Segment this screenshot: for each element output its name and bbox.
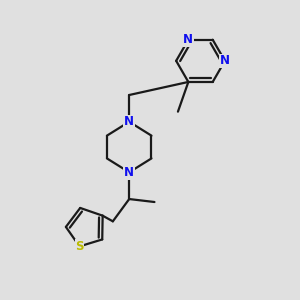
Text: N: N xyxy=(183,33,193,46)
Text: N: N xyxy=(220,54,230,67)
Text: S: S xyxy=(75,240,84,253)
Text: N: N xyxy=(124,166,134,179)
Text: N: N xyxy=(124,115,134,128)
